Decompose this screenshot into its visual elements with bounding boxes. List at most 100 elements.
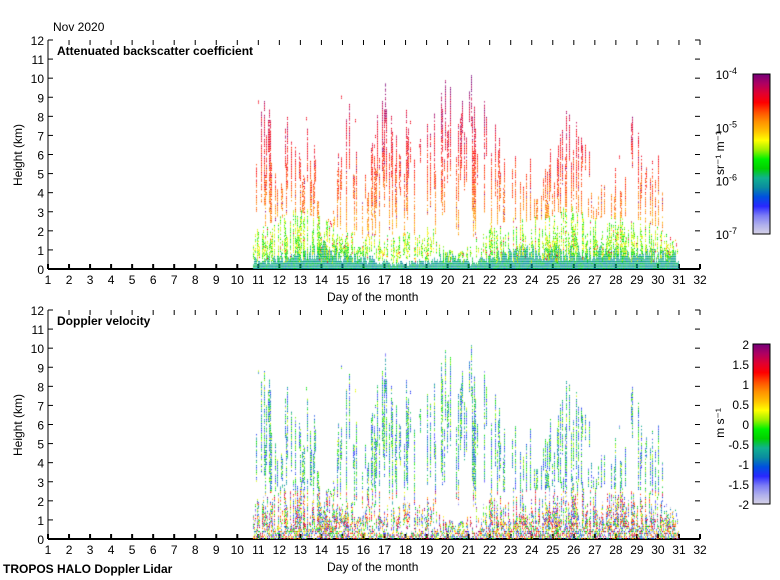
x-tick-label: 21	[462, 273, 476, 287]
colorbar-cell	[753, 137, 770, 139]
x-tick-label: 20	[441, 543, 455, 557]
colorbar-cell	[753, 406, 770, 408]
colorbar-cell	[753, 345, 770, 347]
colorbar-tick-label: -0.5	[728, 438, 749, 452]
colorbar-cell	[753, 216, 770, 218]
colorbar-cell	[753, 140, 770, 142]
colorbar-cell	[753, 367, 770, 369]
colorbar-cell	[753, 344, 770, 346]
colorbar-cell	[753, 105, 770, 107]
colorbar-cell	[753, 103, 770, 105]
colorbar-cell	[753, 156, 770, 158]
colorbar-cell	[753, 446, 770, 448]
colorbar-cell	[753, 77, 770, 79]
colorbar-cell	[753, 125, 770, 127]
colorbar-cell	[753, 151, 770, 153]
colorbar-cell	[753, 224, 770, 226]
colorbar-cell	[753, 188, 770, 190]
colorbar-cell	[753, 89, 770, 91]
colorbar-cell	[753, 76, 770, 78]
colorbar-cell	[753, 120, 770, 122]
colorbar-cell	[753, 96, 770, 98]
colorbar-cell	[753, 361, 770, 363]
colorbar-cell	[753, 384, 770, 386]
colorbar-cell	[753, 159, 770, 161]
colorbar-cell	[753, 170, 770, 172]
x-tick-label: 13	[294, 273, 308, 287]
colorbar-cell	[753, 208, 770, 210]
colorbar-cell	[753, 166, 770, 168]
colorbar-cell	[753, 139, 770, 141]
x-tick-label: 26	[567, 273, 581, 287]
backscatter-heatmap	[48, 40, 700, 269]
colorbar-cell	[753, 148, 770, 150]
date-label: Nov 2020	[53, 20, 105, 34]
x-tick-label: 18	[399, 273, 413, 287]
x-tick-label: 29	[630, 543, 644, 557]
colorbar-cell	[753, 378, 770, 380]
colorbar-cell	[753, 180, 770, 182]
y-axis-label-top: Height (km)	[11, 123, 26, 187]
colorbar-cell	[753, 433, 770, 435]
colorbar-cell	[753, 123, 770, 125]
velocity-heatmap	[48, 310, 700, 539]
colorbar-cell	[753, 218, 770, 220]
colorbar-cell	[753, 164, 770, 166]
colorbar-cell	[753, 437, 770, 439]
colorbar-cell	[753, 83, 770, 85]
colorbar-cell	[753, 377, 770, 379]
colorbar-cell	[753, 110, 770, 112]
colorbar-cell	[753, 147, 770, 149]
colorbar-cell	[753, 473, 770, 475]
colorbar-cell	[753, 421, 770, 423]
colorbar-cell	[753, 198, 770, 200]
colorbar-cell	[753, 366, 770, 368]
x-tick-label: 19	[420, 543, 434, 557]
colorbar-cell	[753, 213, 770, 215]
colorbar-cell	[753, 220, 770, 222]
x-tick-label: 25	[546, 273, 560, 287]
colorbar-cell	[753, 387, 770, 389]
x-tick-label: 11	[252, 543, 265, 557]
colorbar-cell	[753, 217, 770, 219]
y-tick-label: 12	[31, 34, 45, 48]
colorbar-cell	[753, 454, 770, 456]
colorbar-cell	[753, 414, 770, 416]
colorbar-cell	[753, 196, 770, 198]
colorbar-cell	[753, 350, 770, 352]
colorbar-cell	[753, 501, 770, 503]
colorbar-cell	[753, 142, 770, 144]
x-tick-label: 31	[672, 273, 686, 287]
x-tick-label: 30	[651, 543, 665, 557]
colorbar-cell	[753, 212, 770, 214]
x-tick-label: 4	[108, 543, 115, 557]
colorbar-cell	[753, 424, 770, 426]
colorbar-cell	[753, 480, 770, 482]
x-tick-label: 15	[336, 273, 350, 287]
x-tick-label: 18	[399, 543, 413, 557]
colorbar-cell	[753, 443, 770, 445]
colorbar-cell	[753, 497, 770, 499]
colorbar-cell	[753, 391, 770, 393]
y-axis-label-bottom: Height (km)	[11, 393, 26, 457]
colorbar-cell	[753, 349, 770, 351]
colorbar-cell	[753, 141, 770, 143]
colorbar-cell	[753, 94, 770, 96]
x-tick-label: 10	[231, 273, 245, 287]
colorbar-cell	[753, 430, 770, 432]
colorbar-cell	[753, 442, 770, 444]
colorbar-cell	[753, 388, 770, 390]
colorbar-cell	[753, 129, 770, 131]
colorbar-cell	[753, 133, 770, 135]
x-axis-label-bottom: Day of the month	[327, 560, 419, 574]
colorbar-cell	[753, 80, 770, 82]
colorbar-cell	[753, 100, 770, 102]
colorbar-cell	[753, 422, 770, 424]
colorbar-cell	[753, 493, 770, 495]
colorbar-cell	[753, 455, 770, 457]
colorbar-cell	[753, 386, 770, 388]
colorbar-unit-backscatter: sr⁻¹ m⁻¹	[713, 131, 727, 175]
x-tick-label: 22	[483, 543, 497, 557]
y-tick-label: 10	[31, 342, 45, 356]
colorbar-cell	[753, 101, 770, 103]
